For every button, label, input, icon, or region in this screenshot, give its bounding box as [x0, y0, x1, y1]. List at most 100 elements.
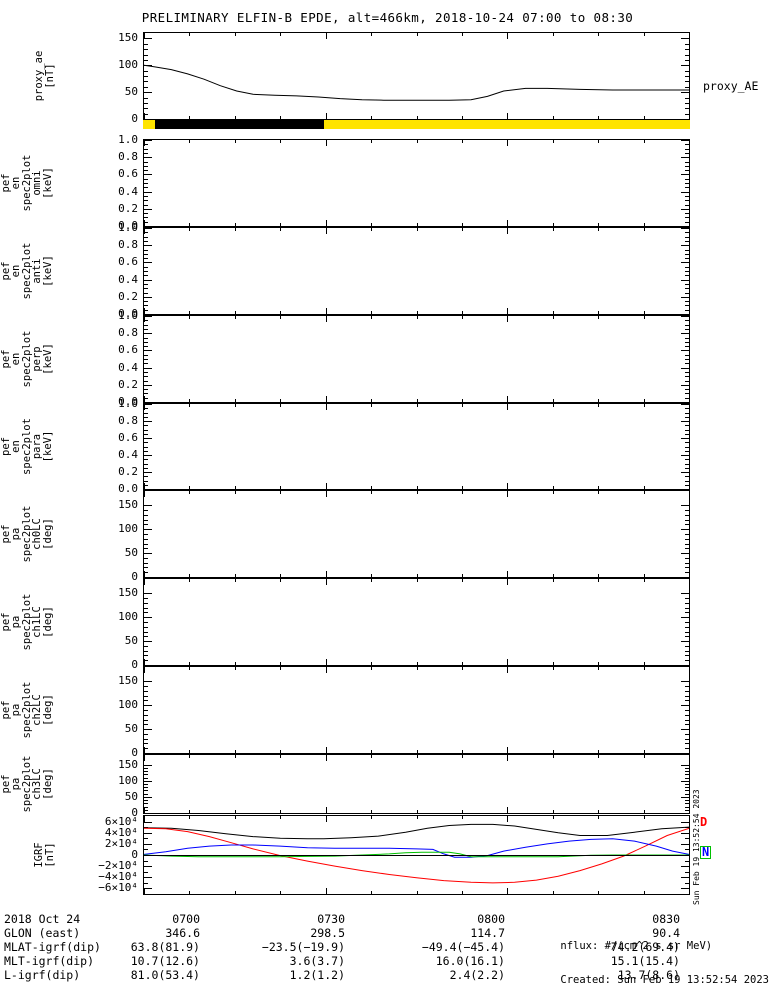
ytick-label: 100 — [118, 610, 138, 624]
panel-pa-ch3lc — [143, 754, 690, 814]
table-cell: 10.7(12.6) — [130, 954, 200, 968]
ytick-label: 1.0 — [118, 221, 138, 234]
table-cell: 0830 — [652, 912, 680, 926]
ytick-label: 6×10⁴ — [104, 814, 138, 828]
table-cell: 81.0(53.4) — [130, 968, 200, 982]
ytick-label: 50 — [124, 634, 138, 648]
ytick-label: 100 — [118, 773, 138, 787]
page-title: PRELIMINARY ELFIN-B EPDE, alt=466km, 201… — [141, 10, 634, 25]
ytick-label: 1.0 — [118, 309, 138, 322]
table-cell: −49.4(−45.4) — [421, 940, 505, 954]
ytick-label: 4×10⁴ — [104, 825, 138, 839]
bar-segment-day — [143, 120, 156, 129]
series-igrf-d — [144, 827, 689, 884]
ytick-label: 1.0 — [118, 397, 138, 410]
ytick-label: 0.2 — [118, 377, 138, 391]
ytick-label: 0 — [131, 806, 138, 819]
series-proxy-ae — [144, 64, 689, 101]
ytick-label: 0.6 — [118, 167, 138, 181]
created-timestamp-vertical: Sun Feb 19 13:52:54 2023 — [692, 789, 701, 905]
bar-segment-night — [155, 120, 324, 129]
yaxis-title-en-perp: elbpefenspec2plotperp[keV] — [0, 330, 54, 388]
table-row-label: GLON (east) — [4, 926, 81, 940]
day-night-bar — [143, 120, 690, 129]
table-cell: 114.7 — [470, 926, 505, 940]
ytick-label: 150 — [118, 586, 138, 600]
ytick-label: −4×10⁴ — [98, 870, 138, 884]
ytick-label: 100 — [118, 522, 138, 536]
ytick-label: 0.4 — [118, 184, 138, 198]
ytick-label: 0.2 — [118, 201, 138, 215]
table-cell: 63.8(81.9) — [130, 940, 200, 954]
table-cell: 2.4(2.2) — [449, 968, 505, 982]
ytick-label: 0.8 — [118, 150, 138, 164]
footer-nflux: nflux: #/(cm^2 s sr MeV) — [560, 939, 713, 952]
ytick-label: 0.4 — [118, 272, 138, 286]
table-cell: −23.5(−19.9) — [261, 940, 345, 954]
legend-proxy-ae: proxy_AE — [703, 79, 759, 93]
yaxis-title-en-omni: elbpefenspec2plotomni[keV] — [0, 154, 54, 212]
table-cell: 16.0(16.1) — [435, 954, 505, 968]
yaxis-title-en-anti: elbpefenspec2plotanti[keV] — [0, 242, 54, 300]
ytick-label: 0.4 — [118, 448, 138, 461]
yaxis-title-en-para: elbpefenspec2plotpara[keV] — [0, 418, 54, 475]
table-cell: 1.2(1.2) — [289, 968, 345, 982]
legend-n-label: N — [700, 845, 712, 859]
ytick-label: 0.8 — [118, 238, 138, 252]
footer-block: nflux: #/(cm^2 s sr MeV) Created: Sun Fe… — [560, 918, 769, 999]
legend-d-label: D — [700, 815, 708, 829]
ytick-label: 50 — [124, 85, 138, 99]
ytick-label: 0 — [131, 848, 138, 861]
ytick-label: 150 — [118, 498, 138, 512]
ytick-label: 2×10⁴ — [104, 836, 138, 850]
table-cell: 0730 — [317, 912, 345, 926]
ytick-label: 50 — [124, 789, 138, 803]
ytick-label: 150 — [118, 757, 138, 771]
table-row-label: L-igrf(dip) — [4, 968, 81, 982]
table-cell: 13.7(8.6) — [617, 968, 680, 982]
ytick-label: 0.8 — [118, 414, 138, 427]
ytick-label: 0 — [131, 746, 138, 759]
ytick-label: 0 — [131, 658, 138, 671]
ytick-label: 0.2 — [118, 289, 138, 303]
series-igrf-n — [144, 838, 689, 858]
ytick-label: 100 — [118, 698, 138, 712]
ytick-label: 0.2 — [118, 465, 138, 478]
table-row-label: MLT-igrf(dip) — [4, 954, 95, 968]
series-igrf-b — [144, 823, 689, 840]
panel-en-omni — [143, 139, 690, 227]
table-row-label: MLAT-igrf(dip) — [4, 940, 101, 954]
table-cell: 15.1(15.4) — [610, 954, 680, 968]
table-cell: 0700 — [172, 912, 200, 926]
ytick-label: 50 — [124, 722, 138, 736]
table-cell: 74.2(69.4) — [610, 940, 680, 954]
ytick-label: 150 — [118, 31, 138, 45]
panel-en-para — [143, 403, 690, 490]
yaxis-title-proxy-ae: proxy_ae [nT] — [33, 50, 56, 102]
ytick-label: 50 — [124, 546, 138, 560]
table-cell: 298.5 — [310, 926, 345, 940]
yaxis-title-igrf: IGRF [nT] — [33, 842, 56, 868]
table-cell: 346.6 — [165, 926, 200, 940]
series-igrf-g — [144, 851, 689, 858]
yaxis-title-pa-ch2lc: elbpefpaspec2plotch2LC[deg] — [0, 681, 54, 739]
ytick-label: 100 — [118, 58, 138, 72]
ytick-label: −6×10⁴ — [98, 881, 138, 895]
panel-igrf — [143, 815, 690, 895]
ytick-label: 0 — [131, 112, 138, 125]
bar-segment-day — [323, 120, 690, 129]
ytick-label: −2×10⁴ — [98, 859, 138, 873]
panel-proxy-ae — [143, 32, 690, 120]
table-cell: 0800 — [477, 912, 505, 926]
panel-en-perp — [143, 315, 690, 403]
footer-created: Created: Sun Feb 19 13:52:54 2023 — [560, 974, 769, 986]
ytick-label: 0.6 — [118, 255, 138, 269]
panel-pa-ch1lc — [143, 578, 690, 666]
panel-pa-ch2lc — [143, 666, 690, 754]
ytick-label: 0.0 — [118, 395, 138, 408]
ytick-label: 150 — [118, 674, 138, 688]
panel-en-anti — [143, 227, 690, 315]
table-cell: 3.6(3.7) — [289, 954, 345, 968]
ytick-label: 0.6 — [118, 431, 138, 444]
ytick-label: 1.0 — [118, 133, 138, 146]
